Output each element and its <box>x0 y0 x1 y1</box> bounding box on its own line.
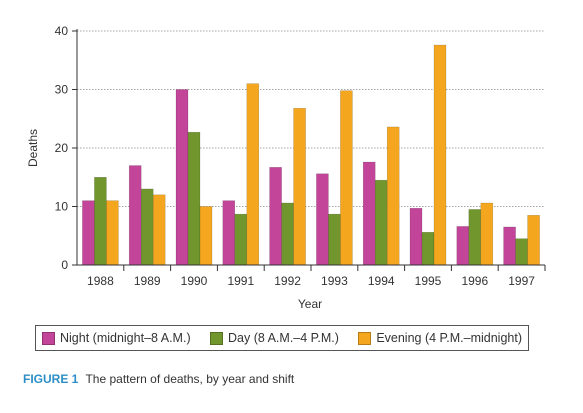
figure-caption-label: FIGURE 1 <box>23 372 79 386</box>
bar-night-1990 <box>175 89 189 266</box>
legend-item-day: Day (8 A.M.–4 P.M.) <box>210 331 339 345</box>
x-tick-labels: 1988 1989 1990 1991 1992 1993 1994 1995 1996 1997 <box>87 274 535 288</box>
bar-night-1996 <box>456 226 470 266</box>
bar-evening-1994 <box>386 126 400 266</box>
bar-night-1993 <box>316 173 329 266</box>
x-tick-label: 1989 <box>134 274 161 288</box>
axes <box>72 29 546 271</box>
legend-swatch-evening <box>358 331 372 345</box>
bar-evening-1991 <box>246 83 260 266</box>
bar-day-1994 <box>374 179 388 266</box>
bar-day-1989 <box>140 188 154 266</box>
bar-night-1994 <box>362 161 376 266</box>
x-tick-label: 1992 <box>274 274 301 288</box>
bar-evening-1992 <box>293 107 306 266</box>
x-tick-label: 1988 <box>87 274 114 288</box>
figure-caption: FIGURE 1 The pattern of deaths, by year … <box>23 372 294 386</box>
bar-night-1989 <box>128 165 142 266</box>
bar-day-1992 <box>281 202 294 266</box>
bar-night-1995 <box>409 208 423 266</box>
legend: Night (midnight–8 A.M.) Day (8 A.M.–4 P.… <box>35 325 529 351</box>
bar-night-1997 <box>503 226 516 266</box>
y-tick-labels: 0 10 20 30 40 <box>55 24 69 272</box>
y-tick-label: 30 <box>55 83 69 97</box>
x-axis-label: Year <box>298 297 322 311</box>
bars <box>82 44 540 266</box>
legend-swatch-day <box>210 331 223 345</box>
x-tick-label: 1997 <box>508 274 535 288</box>
legend-swatch-night <box>42 331 55 345</box>
x-tick-label: 1990 <box>181 274 208 288</box>
bar-evening-1997 <box>527 215 540 266</box>
x-tick-label: 1994 <box>368 274 395 288</box>
bar-day-1993 <box>328 213 341 266</box>
legend-item-evening: Evening (4 P.M.–midnight) <box>358 331 522 345</box>
y-tick-label: 0 <box>61 258 68 272</box>
gridlines <box>77 30 545 207</box>
bar-day-1991 <box>234 213 248 266</box>
x-tick-label: 1993 <box>321 274 348 288</box>
bar-evening-1989 <box>152 194 166 266</box>
bar-day-1988 <box>94 177 107 266</box>
x-tick-label: 1996 <box>461 274 488 288</box>
x-tick-label: 1995 <box>415 274 442 288</box>
y-axis-label: Deaths <box>26 129 40 167</box>
legend-label-night: Night (midnight–8 A.M.) <box>60 331 191 345</box>
bar-day-1996 <box>468 209 482 266</box>
bar-day-1997 <box>515 238 528 266</box>
bar-night-1992 <box>269 167 282 266</box>
legend-label-day: Day (8 A.M.–4 P.M.) <box>228 331 339 345</box>
bar-evening-1995 <box>433 44 447 266</box>
y-tick-label: 40 <box>55 24 69 38</box>
legend-label-evening: Evening (4 P.M.–midnight) <box>376 331 522 345</box>
legend-item-night: Night (midnight–8 A.M.) <box>42 331 191 345</box>
bar-night-1988 <box>82 200 95 266</box>
y-tick-label: 10 <box>55 200 69 214</box>
bar-evening-1996 <box>480 202 494 266</box>
bar-day-1990 <box>187 131 201 266</box>
bar-night-1991 <box>222 200 236 266</box>
x-tick-label: 1991 <box>227 274 254 288</box>
bar-evening-1993 <box>340 90 353 266</box>
bar-evening-1988 <box>106 200 119 266</box>
bar-day-1995 <box>421 231 435 266</box>
figure-caption-text: The pattern of deaths, by year and shift <box>85 372 295 386</box>
bar-evening-1990 <box>199 206 213 266</box>
y-tick-label: 20 <box>55 141 69 155</box>
